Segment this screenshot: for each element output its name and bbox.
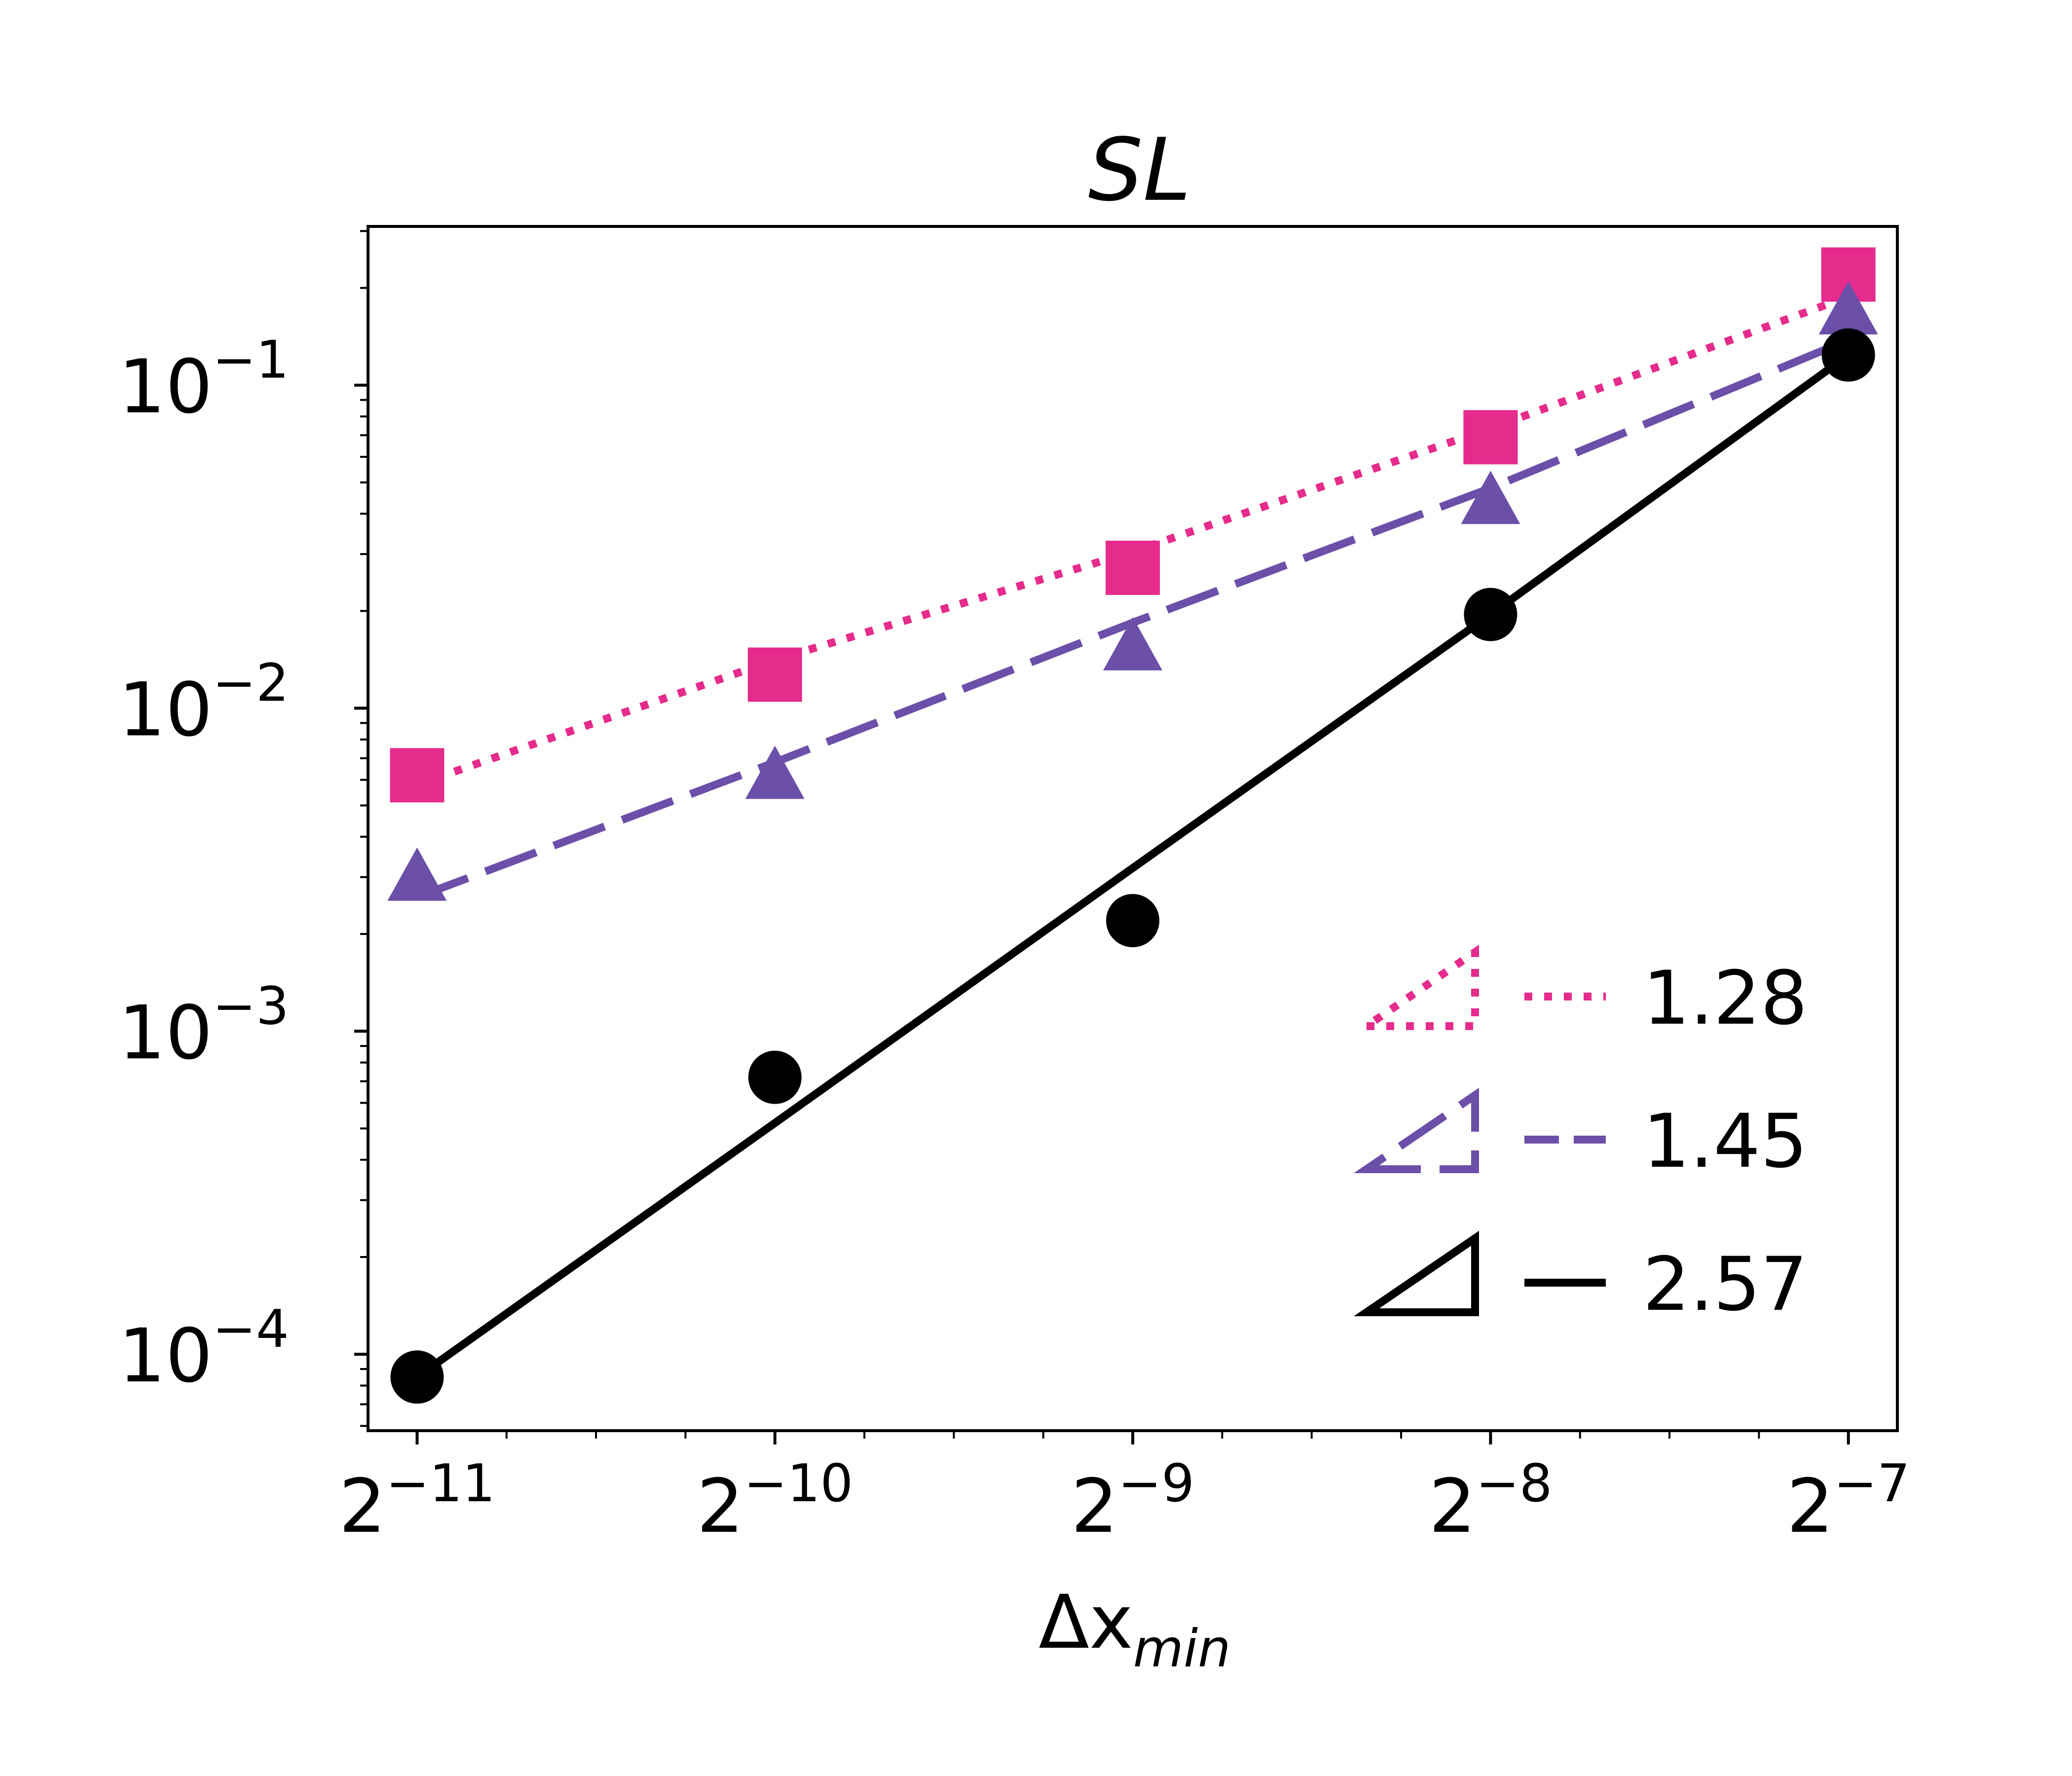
- y-tick-exp: −1: [213, 330, 289, 390]
- y-tick-label: 10−2: [118, 653, 289, 753]
- circle-marker-2: [748, 1050, 802, 1104]
- slope-label-triangle: 1.45: [1643, 1099, 1808, 1184]
- x-tick-exp: −11: [386, 1453, 495, 1514]
- slope-triangle-circle: [1354, 1230, 1479, 1316]
- fit-line-circle: [414, 352, 1851, 1380]
- circle-marker-5: [1821, 328, 1875, 382]
- chart-title: SL: [1088, 120, 1191, 221]
- x-tick-label: 2−7: [1787, 1453, 1910, 1550]
- square-marker-3: [1106, 540, 1160, 595]
- fit-lines: [414, 293, 1851, 1380]
- slope-label-circle: 2.57: [1643, 1242, 1808, 1328]
- legend-entry-square: 1.28: [1354, 944, 1808, 1041]
- x-axis-label-main: Δx: [1038, 1580, 1133, 1665]
- data-markers: [387, 247, 1878, 1404]
- y-tick-base: 10: [118, 990, 213, 1076]
- x-tick-base: 2: [1071, 1464, 1118, 1550]
- x-tick-exp: −8: [1476, 1453, 1553, 1514]
- x-tick-label: 2−9: [1071, 1453, 1194, 1550]
- y-tick-label: 10−4: [118, 1299, 289, 1399]
- axes: 2−11 2−10 2−9 2−8 2−710−110−210−310−4: [118, 230, 1910, 1550]
- triangle-marker-4: [1461, 471, 1520, 524]
- square-marker-2: [747, 647, 802, 702]
- legend: 1.28 1.45 2.57: [1354, 944, 1808, 1328]
- y-tick-base: 10: [118, 1313, 213, 1399]
- circle-marker-3: [1106, 894, 1160, 948]
- x-axis-label-sub: min: [1133, 1619, 1231, 1679]
- x-tick-base: 2: [339, 1464, 386, 1550]
- x-tick-exp: −7: [1834, 1453, 1910, 1514]
- slope-triangle-triangle: [1354, 1087, 1479, 1173]
- x-tick-label: 2−10: [697, 1453, 853, 1550]
- triangle-marker-3: [1103, 617, 1163, 670]
- triangle-marker-5: [1818, 281, 1878, 334]
- circle-marker-1: [390, 1350, 444, 1404]
- y-tick-label: 10−1: [118, 330, 289, 430]
- circle-marker-4: [1464, 588, 1517, 641]
- y-tick-exp: −3: [213, 976, 289, 1036]
- x-tick-base: 2: [1429, 1464, 1476, 1550]
- square-marker-4: [1463, 410, 1518, 465]
- y-tick-base: 10: [118, 667, 213, 753]
- slope-label-square: 1.28: [1643, 956, 1808, 1041]
- triangle-marker-2: [745, 745, 805, 799]
- legend-entry-circle: 2.57: [1354, 1230, 1808, 1328]
- fit-line-square: [415, 293, 1850, 788]
- x-tick-base: 2: [1787, 1464, 1834, 1550]
- x-tick-base: 2: [697, 1464, 743, 1550]
- x-axis-label: Δxmin: [1038, 1580, 1230, 1679]
- x-tick-label: 2−8: [1429, 1453, 1552, 1550]
- square-marker-1: [390, 748, 444, 803]
- x-tick-label: 2−11: [339, 1453, 495, 1550]
- legend-entry-triangle: 1.45: [1354, 1087, 1808, 1184]
- y-tick-base: 10: [118, 344, 213, 430]
- y-tick-exp: −2: [213, 653, 289, 713]
- y-tick-exp: −4: [213, 1299, 289, 1359]
- y-tick-label: 10−3: [118, 976, 289, 1076]
- x-tick-exp: −9: [1118, 1453, 1194, 1514]
- slope-triangle-square: [1354, 944, 1479, 1030]
- x-tick-exp: −10: [744, 1453, 853, 1514]
- triangle-marker-1: [387, 847, 447, 901]
